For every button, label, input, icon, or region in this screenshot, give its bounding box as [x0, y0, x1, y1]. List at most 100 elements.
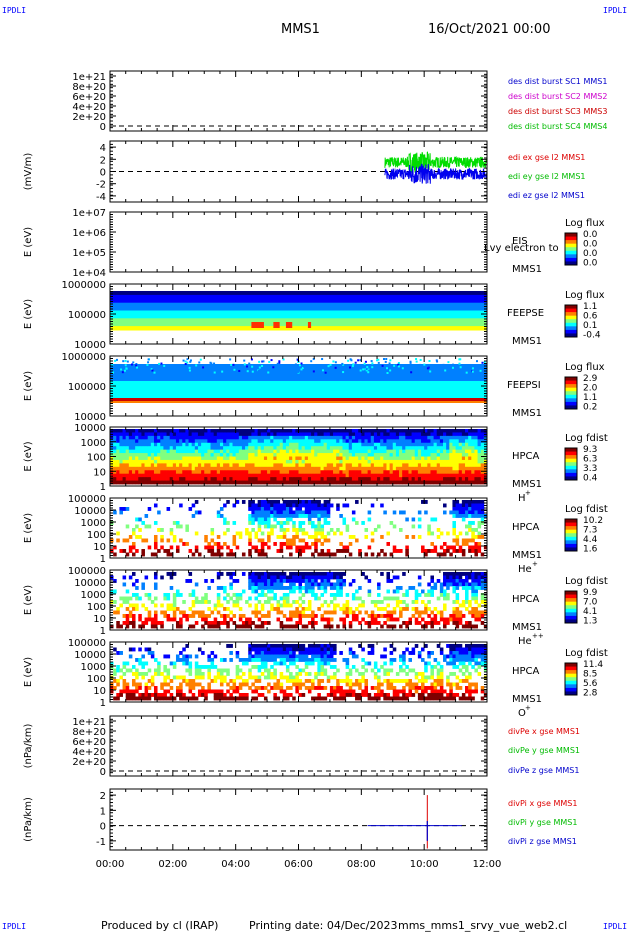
heatmap-cell	[314, 503, 318, 508]
colorbar-swatch	[565, 598, 577, 603]
heatmap-cell	[405, 470, 409, 475]
heatmap-cell	[245, 463, 249, 468]
heatmap-cell	[323, 442, 328, 447]
heatmap-cell	[285, 586, 290, 590]
heatmap-cell	[430, 579, 434, 583]
heatmap-cell	[119, 459, 123, 464]
heatmap-cell	[238, 624, 243, 629]
heatmap-cell	[452, 435, 456, 440]
heatmap-cell	[257, 538, 262, 543]
heatmap-cell	[408, 446, 412, 451]
heatmap-cell	[157, 456, 161, 461]
heatmap-cell	[204, 689, 208, 694]
heatmap-cell	[201, 693, 205, 697]
heatmap-cell	[458, 579, 463, 583]
heatmap-cell	[289, 614, 293, 618]
heatmap-cell	[267, 442, 271, 447]
heatmap-cell	[336, 507, 340, 511]
heatmap-cell	[436, 442, 441, 447]
heatmap-cell	[314, 429, 318, 433]
heatmap-cell	[267, 589, 271, 594]
heatmap-pixel	[348, 366, 351, 369]
heatmap-cell	[163, 473, 167, 478]
heatmap-cell	[395, 453, 400, 457]
heatmap-cell	[153, 552, 158, 557]
heatmap-cell	[273, 500, 277, 504]
heatmap-cell	[471, 432, 475, 437]
heatmap-cell	[267, 610, 271, 615]
heatmap-cell	[474, 545, 478, 550]
heatmap-cell	[254, 435, 259, 440]
y-tick-label: 10	[93, 467, 106, 478]
heatmap-cell	[125, 668, 130, 673]
heatmap-cell	[471, 610, 475, 615]
heatmap-cell	[373, 453, 378, 457]
heatmap-cell	[147, 693, 152, 697]
heatmap-pixel	[329, 363, 332, 366]
heatmap-cell	[405, 535, 409, 539]
heatmap-cell	[443, 542, 447, 546]
heatmap-cell	[113, 453, 117, 457]
heatmap-cell	[204, 579, 208, 583]
heatmap-cell	[219, 435, 224, 440]
colorbar-swatch	[565, 380, 577, 385]
heatmap-cell	[150, 693, 155, 697]
heatmap-cell	[216, 672, 221, 676]
heatmap-cell	[260, 624, 265, 629]
heatmap-cell	[282, 435, 287, 440]
heatmap-cell	[285, 538, 290, 543]
heatmap-cell	[131, 617, 136, 622]
heatmap-cell	[480, 610, 485, 615]
heatmap-cell	[207, 607, 211, 611]
colorbar-swatch	[565, 465, 577, 470]
heatmap-cell	[292, 449, 296, 454]
heatmap-cell	[333, 593, 337, 597]
heatmap-cell	[116, 470, 120, 475]
heatmap-cell	[128, 456, 133, 461]
heatmap-cell	[417, 459, 422, 464]
heatmap-cell	[452, 477, 456, 481]
heatmap-cell	[128, 466, 133, 471]
heatmap-cell	[279, 456, 284, 461]
heatmap-cell	[285, 600, 290, 604]
heatmap-cell	[339, 575, 343, 580]
heatmap-cell	[116, 429, 120, 433]
heatmap-cell	[267, 582, 271, 587]
heatmap-cell	[377, 473, 381, 478]
heatmap-cell	[232, 446, 237, 451]
heatmap-cell	[245, 658, 249, 662]
heatmap-cell	[232, 689, 237, 694]
heatmap-cell	[411, 614, 416, 618]
heatmap-cell	[436, 449, 441, 454]
heatmap-cell	[267, 503, 271, 508]
heatmap-cell	[430, 593, 434, 597]
heatmap-cell	[197, 463, 202, 468]
heatmap-cell	[204, 473, 208, 478]
heatmap-cell	[380, 453, 384, 457]
heatmap-cell	[461, 477, 466, 481]
heatmap-pixel	[238, 369, 241, 372]
heatmap-cell	[424, 607, 428, 611]
heatmap-cell	[182, 696, 186, 701]
heatmap-cell	[474, 463, 478, 468]
heatmap-cell	[219, 672, 224, 676]
heatmap-cell	[399, 449, 403, 454]
y-tick-label: 100000	[68, 382, 106, 393]
heatmap-cell	[204, 446, 208, 451]
heatmap-cell	[364, 477, 369, 481]
heatmap-cell	[172, 696, 177, 701]
heatmap-cell	[201, 672, 205, 676]
heatmap-cell	[417, 535, 422, 539]
heatmap-cell	[389, 521, 394, 525]
heatmap-cell	[430, 463, 434, 468]
heatmap-cell	[110, 435, 114, 440]
heatmap-cell	[285, 542, 290, 546]
heatmap-cell	[160, 682, 164, 687]
heatmap-cell	[471, 449, 475, 454]
heatmap-cell	[182, 459, 186, 464]
heatmap-pixel	[272, 366, 275, 369]
heatmap-cell	[452, 466, 456, 471]
heatmap-cell	[477, 549, 482, 553]
heatmap-cell	[194, 442, 199, 447]
colorbar-swatch	[565, 547, 577, 552]
